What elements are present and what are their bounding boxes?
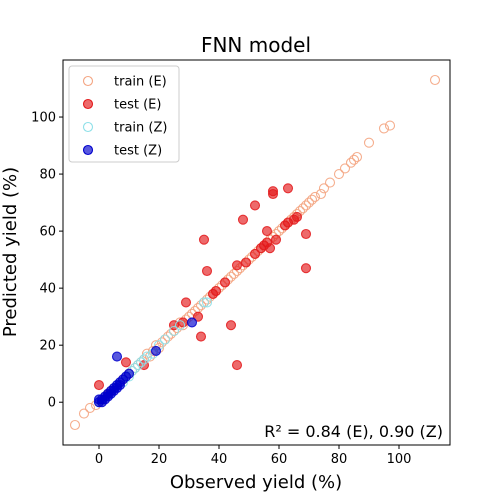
point-series-1-0 (93, 380, 105, 391)
point-series-0-64 (273, 226, 285, 237)
point-series-1-17 (237, 214, 249, 225)
point-series-0-85 (363, 137, 375, 148)
point-series-0-0 (69, 419, 81, 431)
point-series-0-79 (324, 177, 336, 188)
x-tick-label-2: 40 (211, 452, 228, 467)
plot-frame (62, 59, 451, 446)
point-series-1-25 (264, 243, 276, 254)
point-series-0-72 (297, 203, 309, 214)
point-series-1-24 (261, 226, 273, 237)
point-series-2-15 (138, 354, 150, 365)
point-series-0-21 (144, 351, 156, 362)
point-series-0-76 (309, 191, 321, 202)
point-series-1-16 (231, 260, 243, 271)
point-series-1-12 (210, 285, 222, 297)
point-series-2-23 (201, 297, 213, 308)
x-tick-label-3: 60 (271, 452, 288, 467)
legend-label-2: train (Z) (114, 121, 167, 136)
y-tick-label-3: 60 (39, 225, 56, 240)
point-series-0-2 (84, 402, 96, 413)
point-series-2-21 (174, 320, 186, 331)
point-series-1-13 (219, 277, 231, 288)
point-series-1-15 (231, 360, 243, 371)
y-axis-label: Predicted yield (%) (0, 167, 21, 337)
point-series-2-12 (129, 362, 141, 374)
point-series-3-20 (150, 345, 162, 356)
point-series-0-82 (345, 157, 357, 168)
point-series-0-74 (303, 197, 315, 208)
point-series-2-19 (159, 334, 171, 345)
point-series-0-38 (195, 300, 207, 311)
chart-title: FNN model (201, 33, 311, 57)
legend-label-1: test (E) (114, 98, 161, 113)
x-axis-label: Observed yield (%) (170, 472, 342, 493)
point-series-0-81 (339, 163, 351, 174)
point-series-0-84 (351, 151, 363, 163)
x-tick-label-0: 0 (95, 452, 103, 467)
point-series-1-19 (249, 248, 261, 259)
y-tick-label-4: 80 (39, 168, 56, 183)
legend-marker-2 (82, 121, 94, 133)
x-tick-label-5: 100 (387, 452, 412, 467)
point-series-0-88 (429, 74, 441, 86)
y-tick-label-5: 100 (31, 111, 56, 126)
legend-label-0: train (E) (114, 75, 167, 90)
point-series-1-28 (270, 234, 282, 245)
point-series-1-8 (195, 331, 207, 342)
point-series-0-1 (78, 408, 90, 419)
point-series-0-27 (162, 331, 174, 342)
point-series-0-77 (315, 188, 327, 200)
point-series-0-20 (141, 348, 153, 359)
point-series-0-25 (156, 337, 168, 348)
point-series-0-48 (225, 271, 237, 282)
points-layer (69, 74, 441, 431)
point-series-2-13 (132, 360, 144, 371)
r2-annotation: R² = 0.84 (E), 0.90 (Z) (264, 422, 443, 441)
point-series-2-14 (135, 357, 147, 368)
point-series-0-78 (318, 183, 330, 194)
x-axis-ticks: 0 20 40 60 80 100 (95, 445, 412, 467)
point-series-2-16 (141, 351, 153, 362)
point-series-0-80 (333, 169, 345, 180)
point-series-0-87 (384, 120, 396, 131)
x-tick-label-4: 80 (331, 452, 348, 467)
point-series-1-2 (120, 357, 132, 368)
point-series-3-21 (186, 317, 198, 328)
y-tick-label-0: 0 (48, 396, 56, 411)
point-series-1-34 (300, 228, 312, 240)
point-series-3-19 (123, 368, 135, 379)
legend-marker-1 (82, 98, 94, 110)
point-series-0-73 (300, 200, 312, 211)
point-series-0-75 (306, 194, 318, 205)
x-tick-label-1: 20 (151, 452, 168, 467)
point-series-0-83 (348, 154, 360, 165)
point-series-0-28 (165, 328, 177, 339)
legend-marker-3 (82, 144, 94, 156)
point-series-1-27 (267, 188, 279, 200)
point-series-1-31 (282, 183, 294, 194)
legend-marker-0 (82, 75, 94, 87)
point-series-1-18 (240, 257, 252, 268)
point-series-1-35 (300, 263, 312, 274)
point-series-0-86 (378, 123, 390, 134)
point-series-3-13 (111, 351, 123, 362)
point-series-1-6 (180, 297, 192, 308)
point-series-1-7 (192, 311, 204, 322)
legend-label-3: test (Z) (114, 144, 162, 159)
chart-legend: train (E) test (E) train (Z) test (Z) (68, 65, 180, 163)
point-series-2-22 (198, 297, 210, 308)
point-series-1-20 (249, 200, 261, 211)
point-series-0-40 (201, 294, 213, 305)
point-series-1-14 (225, 320, 237, 331)
y-tick-label-1: 20 (39, 339, 56, 354)
y-axis-ticks: 0 20 40 60 80 100 (31, 111, 63, 411)
point-series-1-10 (201, 265, 213, 277)
legend-box (68, 65, 180, 163)
point-series-1-9 (198, 234, 210, 245)
point-series-2-20 (168, 325, 180, 336)
point-series-0-49 (228, 268, 240, 279)
y-tick-label-2: 40 (39, 282, 56, 297)
point-series-1-33 (291, 211, 303, 222)
